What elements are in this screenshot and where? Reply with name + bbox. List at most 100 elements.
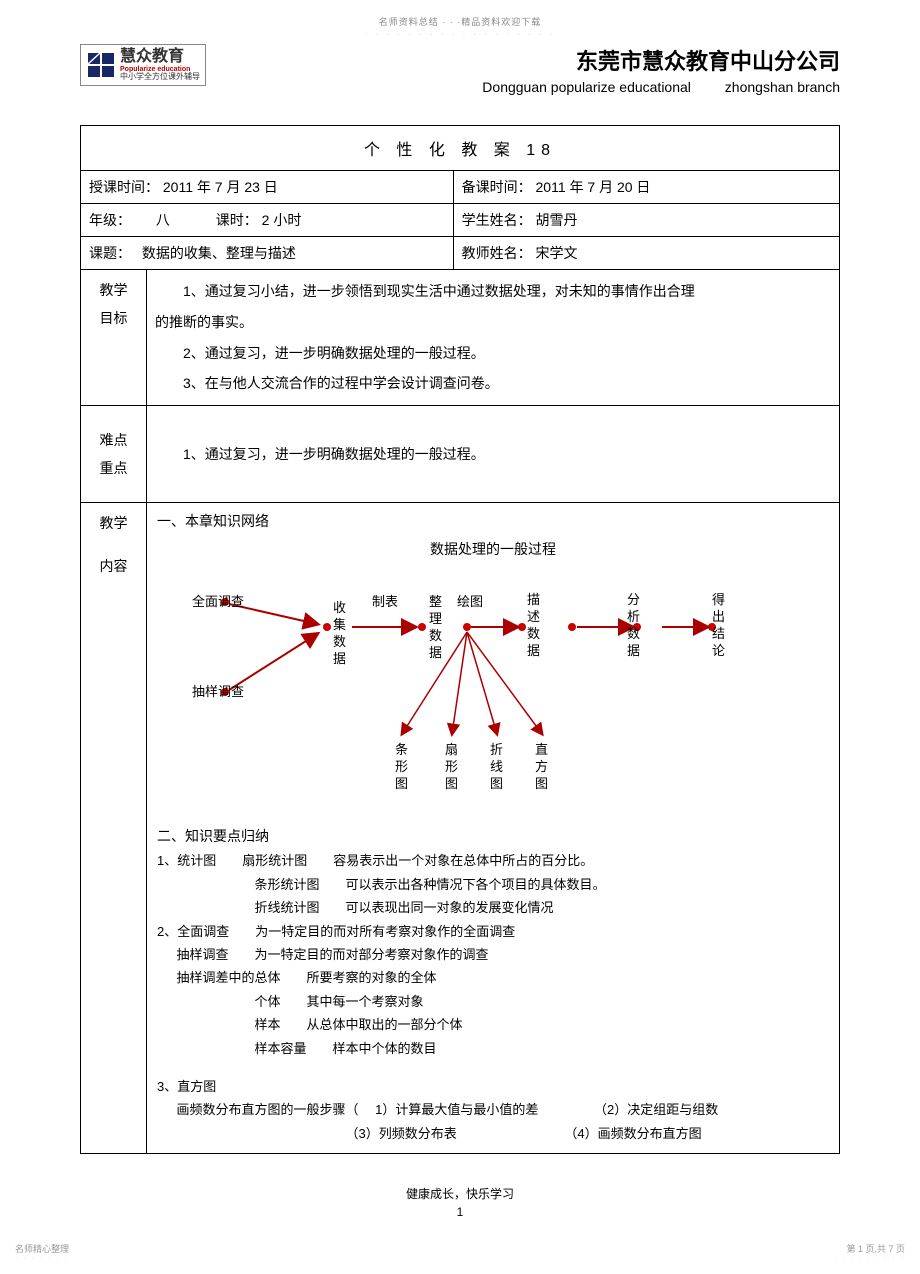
svg-text:出: 出 [712,609,725,624]
svg-text:据: 据 [333,651,346,666]
company-en1: Dongguan popularize educational [482,79,691,95]
prep-time-label: 备课时间： [462,179,532,195]
svg-text:直: 直 [535,742,548,757]
logo-icon [86,50,116,80]
s2-l10: 3、直方图 [157,1075,829,1098]
company-en: Dongguan popularize educational zhongsha… [482,79,840,95]
teach-time-label: 授课时间： [89,179,159,195]
svg-text:析: 析 [627,609,640,624]
dotted-line: · · · · · · · · · · · · · · · · · · [80,30,840,39]
logo-sub: 中小学全方位课外辅导 [120,73,200,82]
main-table: 个 性 化 教 案 18 授课时间： 2011 年 7 月 23 日 备课时间：… [80,125,840,1154]
header: 慧众教育 Popularize education 中小学全方位课外辅导 东莞市… [80,44,840,95]
goal-2: 2、通过复习，进一步明确数据处理的一般过程。 [155,338,831,369]
student-row: 学生姓名： 胡雪丹 [453,204,839,237]
difficulty-label: 难点重点 [81,406,147,503]
svg-text:整: 整 [429,594,442,609]
s2-l11a: 画频数分布直方图的一般步骤（ [177,1102,359,1117]
hours-label: 课时： [216,212,258,228]
s2-l6: 抽样调差中的总体 所要考察的对象的全体 [157,966,829,989]
svg-text:扇: 扇 [445,742,458,757]
section2: 二、知识要点归纳 1、统计图 扇形统计图 容易表示出一个对象在总体中所占的百分比… [157,824,829,1145]
grade-label: 年级： [89,212,124,228]
s2-l9: 样本容量 样本中个体的数目 [157,1037,829,1060]
teach-time: 授课时间： 2011 年 7 月 23 日 [81,171,454,204]
diff-1: 1、通过复习，进一步明确数据处理的一般过程。 [155,439,831,470]
s2-l11c: （2）决定组距与组数 [594,1102,718,1117]
svg-text:图: 图 [535,776,548,791]
svg-text:线: 线 [490,759,503,774]
svg-text:图: 图 [490,776,503,791]
svg-text:数: 数 [627,626,640,641]
section1-title: 一、本章知识网络 [157,511,829,531]
content-label: 教学内容 [81,503,147,1154]
s2-l12b: （4）画频数分布直方图 [564,1126,701,1141]
footer-right-text: 第 1 页,共 7 页 [834,1242,905,1255]
svg-text:述: 述 [527,609,540,624]
company: 东莞市慧众教育中山分公司 Dongguan popularize educati… [482,44,840,95]
teach-time-value: 2011 年 7 月 23 日 [163,179,278,195]
svg-text:条: 条 [395,742,408,757]
content-body: 一、本章知识网络 数据处理的一般过程 [147,503,840,1154]
svg-text:集: 集 [333,617,346,632]
doc-title: 个 性 化 教 案 18 [81,126,840,171]
goals-content: 1、通过复习小结，进一步领悟到现实生活中通过数据处理，对未知的事情作出合理 的推… [147,270,840,406]
s2-l8: 样本 从总体中取出的一部分个体 [157,1013,829,1036]
svg-text:数: 数 [429,628,442,643]
svg-text:方: 方 [535,759,548,774]
footer-right: 第 1 页,共 7 页 · · · · · · · · · [834,1242,905,1262]
svg-text:结: 结 [712,626,725,641]
logo: 慧众教育 Popularize education 中小学全方位课外辅导 [80,44,206,86]
teacher-value: 宋学文 [536,245,578,261]
svg-text:数: 数 [527,626,540,641]
hours-value: 2 小时 [262,212,302,228]
student-value: 胡雪丹 [536,212,578,228]
svg-text:图: 图 [445,776,458,791]
grade-row: 年级： 八 课时： 2 小时 [81,204,454,237]
s2-l12a: （3）列频数分布表 [346,1126,457,1141]
s2-l12: （3）列频数分布表 （4）画频数分布直方图 [157,1122,829,1145]
svg-text:收: 收 [333,600,346,615]
svg-text:数: 数 [333,634,346,649]
svg-text:绘图: 绘图 [457,594,483,609]
goal-3: 3、在与他人交流合作的过程中学会设计调查问卷。 [155,368,831,399]
s2-l11b: 1）计算最大值与最小值的差 [375,1102,538,1117]
company-en2: zhongshan branch [725,79,840,95]
s2-l5: 抽样调查 为一特定目的而对部分考察对象作的调查 [157,943,829,966]
svg-text:制表: 制表 [372,594,398,609]
topic-label: 课题： [89,245,124,261]
svg-text:论: 论 [712,643,725,658]
s2-l4: 2、全面调查 为一特定目的而对所有考察对象作的全面调查 [157,920,829,943]
svg-text:理: 理 [429,611,442,626]
footer-center: 健康成长，快乐学习 1 [0,1185,920,1219]
goal-1b: 的推断的事实。 [155,307,831,338]
goal-1a: 1、通过复习小结，进一步领悟到现实生活中通过数据处理，对未知的事情作出合理 [155,276,831,307]
s2-l7: 个体 其中每一个考察对象 [157,990,829,1013]
teacher-label: 教师姓名： [462,245,532,261]
footer-pagenum: 1 [0,1205,920,1219]
student-label: 学生姓名： [462,212,532,228]
svg-text:形: 形 [445,759,458,774]
svg-text:分: 分 [627,592,640,607]
flow-diagram: 全面调查 抽样调查 收集数据 制表 整理数据 绘图 描述数据 分析数据 得出结论… [157,574,777,819]
logo-cn: 慧众教育 [120,48,200,66]
footer-slogan: 健康成长，快乐学习 [0,1185,920,1202]
flow-title: 数据处理的一般过程 [157,539,829,559]
s2-l2: 条形统计图 可以表示出各种情况下各个项目的具体数目。 [157,873,829,896]
prep-time-value: 2011 年 7 月 20 日 [536,179,651,195]
svg-text:折: 折 [490,742,503,757]
company-cn: 东莞市慧众教育中山分公司 [482,44,840,76]
svg-text:得: 得 [712,592,725,607]
grade-value: 八 [156,212,170,228]
section2-title: 二、知识要点归纳 [157,824,829,849]
footer-left: 名师精心整理 · · · · · · · [15,1242,69,1262]
topic-value: 数据的收集、整理与描述 [142,245,296,261]
goals-label: 教学目标 [81,270,147,406]
svg-text:描: 描 [527,592,540,607]
footer-left-text: 名师精心整理 [15,1242,69,1255]
s2-l3: 折线统计图 可以表现出同一对象的发展变化情况 [157,896,829,919]
svg-text:据: 据 [429,645,442,660]
svg-text:据: 据 [527,643,540,658]
prep-time: 备课时间： 2011 年 7 月 20 日 [453,171,839,204]
s2-l11: 画频数分布直方图的一般步骤（ 1）计算最大值与最小值的差 （2）决定组距与组数 [157,1098,829,1121]
